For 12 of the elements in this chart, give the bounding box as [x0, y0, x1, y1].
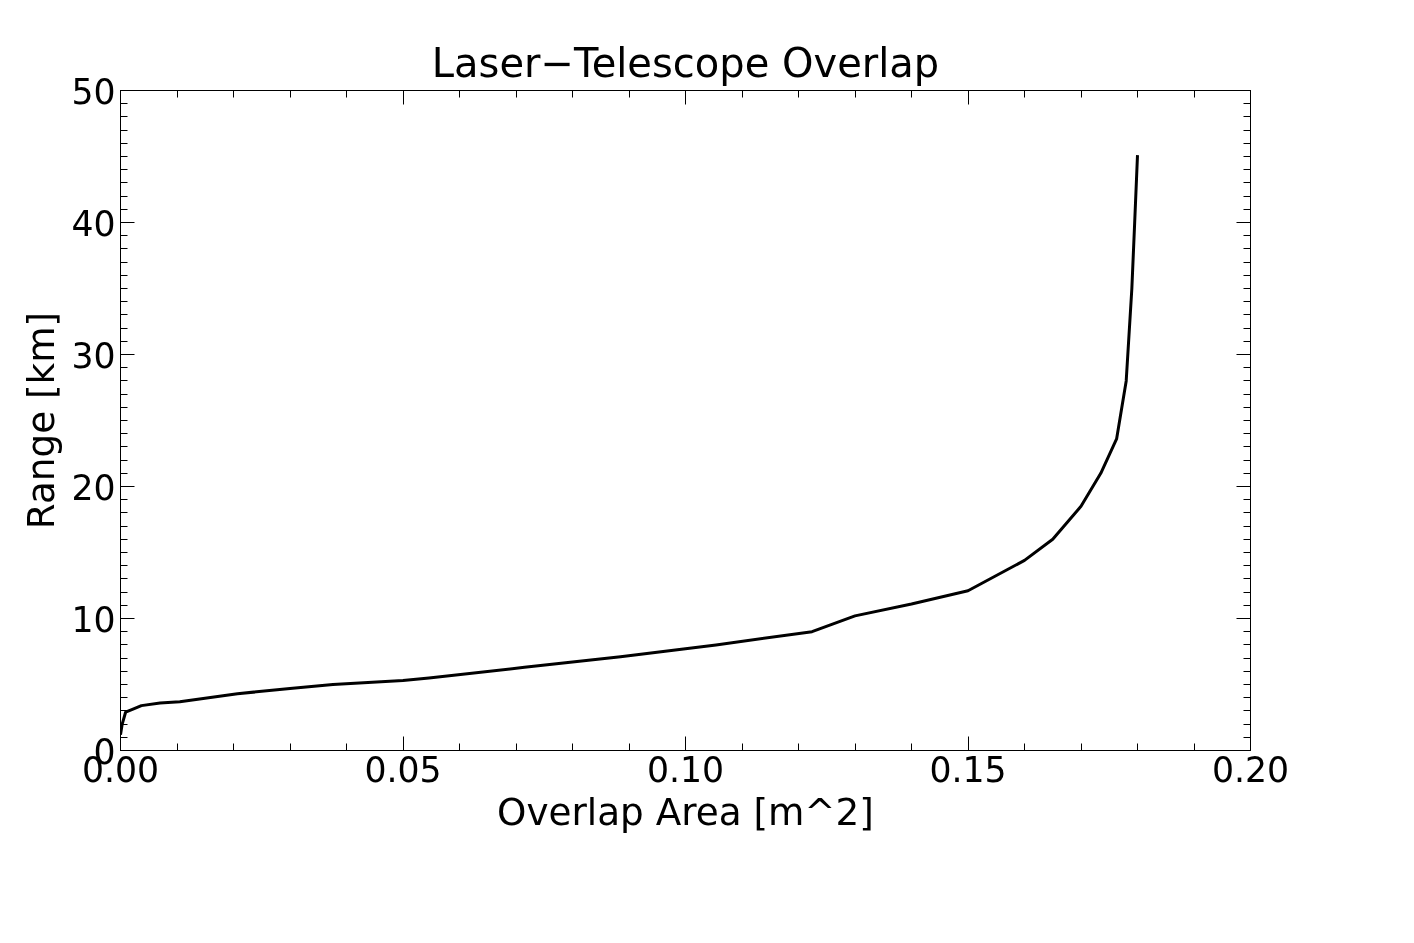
- x-tick-label: 0.15: [929, 749, 1007, 790]
- x-axis-title: Overlap Area [m^2]: [497, 789, 874, 834]
- y-axis-title: Range [km]: [19, 311, 64, 530]
- y-tick-label: 20: [71, 467, 116, 508]
- x-tick-label: 0.20: [1211, 749, 1290, 790]
- x-tick-label: 0.05: [364, 749, 442, 790]
- x-tick-label: 0.10: [646, 749, 725, 790]
- chart-title: Laser−Telescope Overlap: [431, 39, 940, 86]
- y-tick-label: 10: [71, 599, 116, 640]
- y-tick-label: 30: [71, 335, 116, 376]
- y-tick-label: 50: [71, 71, 116, 112]
- y-tick-label: 40: [71, 203, 116, 244]
